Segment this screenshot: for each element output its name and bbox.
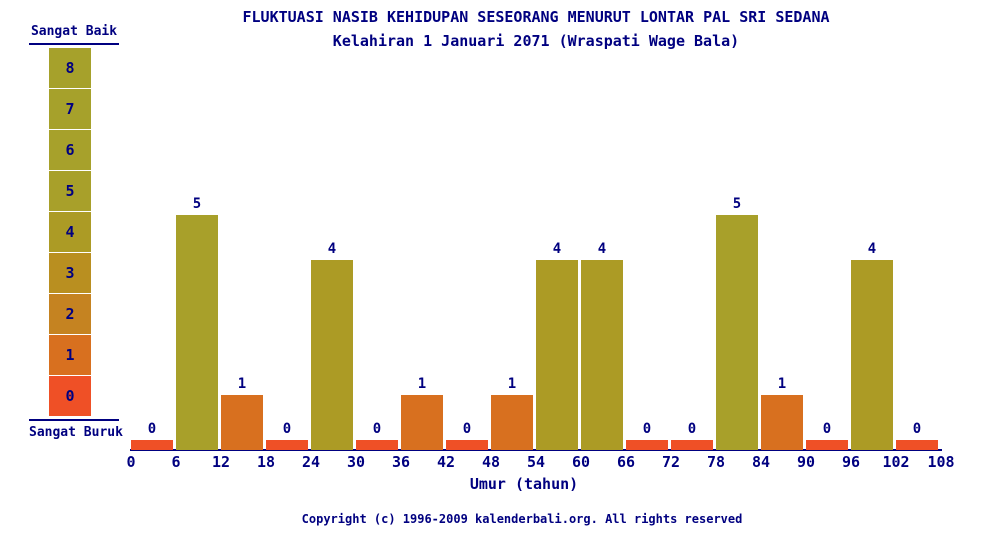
x-tick-label-60: 60 (571, 453, 591, 471)
x-tick-label-78: 78 (706, 453, 726, 471)
x-tick-label-0: 0 (126, 453, 136, 471)
bar-age-60-66 (581, 260, 623, 450)
x-axis-line (130, 449, 942, 451)
bar-value-label: 4 (552, 241, 562, 257)
bar-value-label: 0 (372, 421, 382, 437)
legend-level-3: 3 (49, 253, 91, 293)
chart-subtitle: Kelahiran 1 Januari 2071 (Wraspati Wage … (332, 32, 740, 50)
bar-value-label: 1 (417, 376, 427, 392)
legend-level-4: 4 (49, 212, 91, 252)
x-tick-label-24: 24 (301, 453, 321, 471)
bar-age-84-90 (761, 395, 803, 450)
x-tick-label-48: 48 (481, 453, 501, 471)
bar-age-90-96 (806, 440, 848, 450)
bar-value-label: 0 (822, 421, 832, 437)
x-tick-label-6: 6 (171, 453, 181, 471)
legend-level-2: 2 (49, 294, 91, 334)
bar-age-78-84 (716, 215, 758, 450)
x-tick-label-42: 42 (436, 453, 456, 471)
legend-level-6: 6 (49, 130, 91, 170)
bar-age-18-24 (266, 440, 308, 450)
x-tick-label-108: 108 (927, 453, 955, 471)
legend-level-8: 8 (49, 48, 91, 88)
bar-value-label: 4 (597, 241, 607, 257)
copyright-text: Copyright (c) 1996-2009 kalenderbali.org… (301, 512, 743, 526)
bar-age-96-102 (851, 260, 893, 450)
x-tick-label-84: 84 (751, 453, 771, 471)
bar-age-0-6 (131, 440, 173, 450)
bar-age-12-18 (221, 395, 263, 450)
bar-value-label: 0 (462, 421, 472, 437)
legend-level-7: 7 (49, 89, 91, 129)
x-tick-label-90: 90 (796, 453, 816, 471)
bar-age-24-30 (311, 260, 353, 450)
x-tick-label-30: 30 (346, 453, 366, 471)
x-tick-label-66: 66 (616, 453, 636, 471)
legend-level-5: 5 (49, 171, 91, 211)
x-axis-title: Umur (tahun) (469, 475, 579, 493)
bar-value-label: 5 (192, 196, 202, 212)
bar-age-72-78 (671, 440, 713, 450)
bar-age-102-108 (896, 440, 938, 450)
bar-age-54-60 (536, 260, 578, 450)
bar-value-label: 0 (282, 421, 292, 437)
chart-title: FLUKTUASI NASIB KEHIDUPAN SESEORANG MENU… (242, 8, 830, 26)
bar-value-label: 0 (147, 421, 157, 437)
x-tick-label-72: 72 (661, 453, 681, 471)
bar-age-66-72 (626, 440, 668, 450)
x-tick-label-36: 36 (391, 453, 411, 471)
bar-value-label: 5 (732, 196, 742, 212)
bar-value-label: 4 (327, 241, 337, 257)
bar-value-label: 4 (867, 241, 877, 257)
bar-age-6-12 (176, 215, 218, 450)
x-tick-label-18: 18 (256, 453, 276, 471)
x-tick-label-12: 12 (211, 453, 231, 471)
legend-best-label: Sangat Baik (29, 24, 119, 45)
bar-age-30-36 (356, 440, 398, 450)
x-tick-label-54: 54 (526, 453, 546, 471)
bar-value-label: 0 (687, 421, 697, 437)
x-tick-label-96: 96 (841, 453, 861, 471)
bar-age-42-48 (446, 440, 488, 450)
bar-age-36-42 (401, 395, 443, 450)
bar-value-label: 0 (912, 421, 922, 437)
bar-value-label: 1 (777, 376, 787, 392)
legend-level-1: 1 (49, 335, 91, 375)
bar-value-label: 1 (237, 376, 247, 392)
bar-value-label: 1 (507, 376, 517, 392)
x-tick-label-102: 102 (882, 453, 910, 471)
bar-age-48-54 (491, 395, 533, 450)
bar-value-label: 0 (642, 421, 652, 437)
legend-level-0: 0 (49, 376, 91, 416)
legend-worst-label: Sangat Buruk (29, 419, 123, 440)
